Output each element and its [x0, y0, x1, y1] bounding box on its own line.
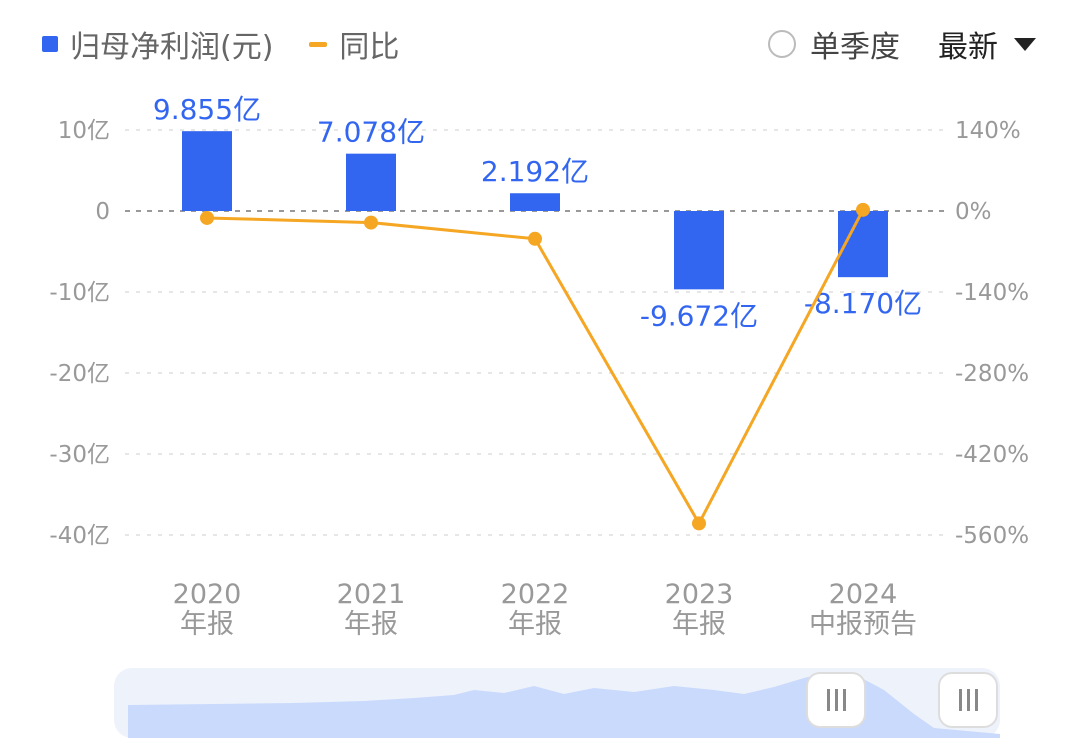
slider-handle-right[interactable]	[938, 672, 998, 728]
bar-legend-label[interactable]: 归母净利润(元)	[70, 30, 274, 65]
left-axis-tick-label: -40亿	[49, 523, 110, 549]
bar-value-label: 9.855亿	[153, 93, 261, 126]
season-label[interactable]: 单季度	[810, 30, 900, 65]
grip-icon	[826, 689, 846, 711]
left-axis-tick-label: -20亿	[49, 361, 110, 387]
left-axis-tick-label: 10亿	[58, 118, 110, 144]
left-axis-tick-label: 0	[95, 199, 110, 225]
chart-controls: 单季度 最新	[768, 22, 1036, 66]
x-tick-kind: 中报预告	[809, 609, 917, 640]
yoy-line	[206, 209, 865, 527]
yoy-point	[200, 210, 214, 225]
bar	[674, 211, 724, 290]
range-slider-track[interactable]	[114, 668, 1000, 738]
yoy-point	[856, 202, 870, 217]
bar	[182, 131, 232, 211]
bar	[346, 153, 396, 211]
latest-dropdown-label[interactable]: 最新	[938, 30, 998, 65]
bar-value-label: -9.672亿	[640, 299, 758, 332]
dropdown-arrow-icon[interactable]	[1014, 37, 1036, 51]
right-axis-tick-label: -280%	[955, 361, 1029, 387]
x-tick-kind: 年报	[672, 609, 726, 640]
left-axis-tick-label: -30亿	[49, 442, 110, 468]
x-tick-kind: 年报	[344, 609, 398, 640]
yoy-point	[528, 231, 542, 246]
x-tick-year: 2022	[501, 579, 570, 610]
bar-value-label: 7.078亿	[317, 116, 425, 149]
x-tick-kind: 年报	[180, 609, 234, 640]
bar-value-label: -8.170亿	[804, 287, 922, 320]
x-tick-year: 2021	[337, 579, 406, 610]
yoy-point	[364, 215, 378, 230]
x-tick-year: 2024	[829, 579, 898, 610]
chart-legend: 归母净利润(元) 同比	[42, 22, 399, 66]
x-tick-year: 2023	[665, 579, 734, 610]
line-legend-marker	[309, 41, 328, 47]
right-axis-tick-label: 140%	[955, 118, 1021, 144]
line-legend-label[interactable]: 同比	[339, 30, 400, 65]
bar-value-label: 2.192亿	[481, 155, 589, 188]
right-axis-tick-label: -420%	[955, 442, 1029, 468]
bar	[510, 193, 560, 211]
right-axis-tick-label: -140%	[955, 280, 1029, 306]
right-axis-tick-label: 0%	[955, 199, 992, 225]
grip-icon	[958, 689, 978, 711]
right-axis-tick-label: -560%	[955, 523, 1029, 549]
season-radio[interactable]	[768, 30, 796, 58]
slider-handle-left[interactable]	[806, 672, 866, 728]
x-tick-kind: 年报	[508, 609, 562, 640]
yoy-point	[692, 516, 706, 531]
bar-legend-marker	[42, 36, 58, 52]
left-axis-tick-label: -10亿	[49, 280, 110, 306]
x-tick-year: 2020	[173, 579, 242, 610]
chart-canvas: 10亿 140% 0 0% -10亿 -140% -20亿 -280% -30亿 -420% -40…	[49, 93, 1029, 640]
